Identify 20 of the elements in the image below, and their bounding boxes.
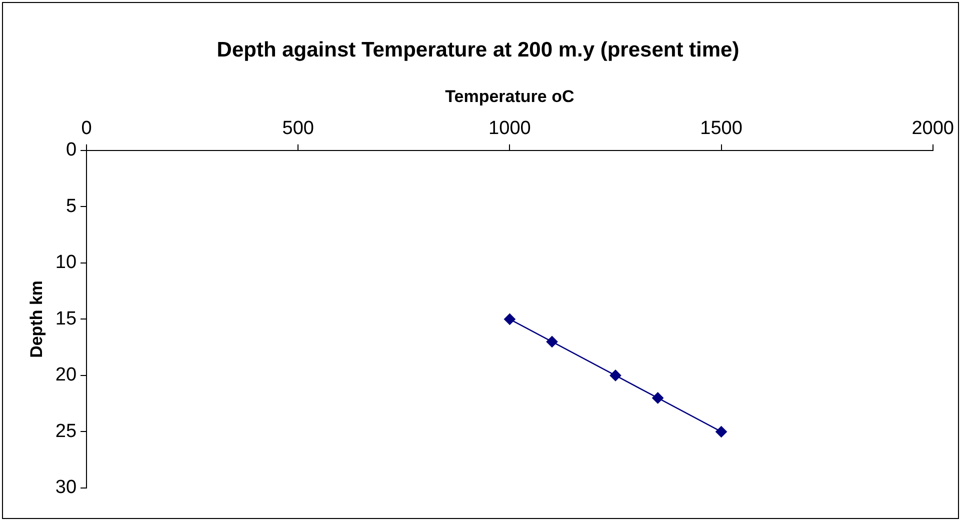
- point: [652, 392, 664, 404]
- point: [504, 314, 516, 325]
- y-tick-label: 15: [55, 308, 77, 330]
- x-tick-label: 500: [282, 118, 314, 140]
- y-tick-label: 30: [55, 477, 77, 498]
- y-tick-label: 0: [66, 140, 77, 161]
- y-axis-title: Depth km: [26, 280, 46, 358]
- x-axis-title: Temperature oC: [445, 87, 574, 106]
- y-tick-label: 25: [55, 420, 77, 442]
- point: [610, 370, 622, 382]
- x-tick-label: 1000: [488, 118, 531, 140]
- y-tick-label: 10: [55, 252, 77, 274]
- x-tick-label: 2000: [912, 118, 954, 140]
- point: [546, 336, 558, 348]
- chart-title: Depth against Temperature at 200 m.y (present time): [216, 38, 740, 62]
- x-tick-label: 1500: [700, 118, 742, 140]
- y-tick-label: 5: [66, 196, 77, 217]
- y-tick-label: 20: [55, 364, 77, 386]
- point: [716, 426, 727, 438]
- x-tick-label: 0: [81, 118, 92, 140]
